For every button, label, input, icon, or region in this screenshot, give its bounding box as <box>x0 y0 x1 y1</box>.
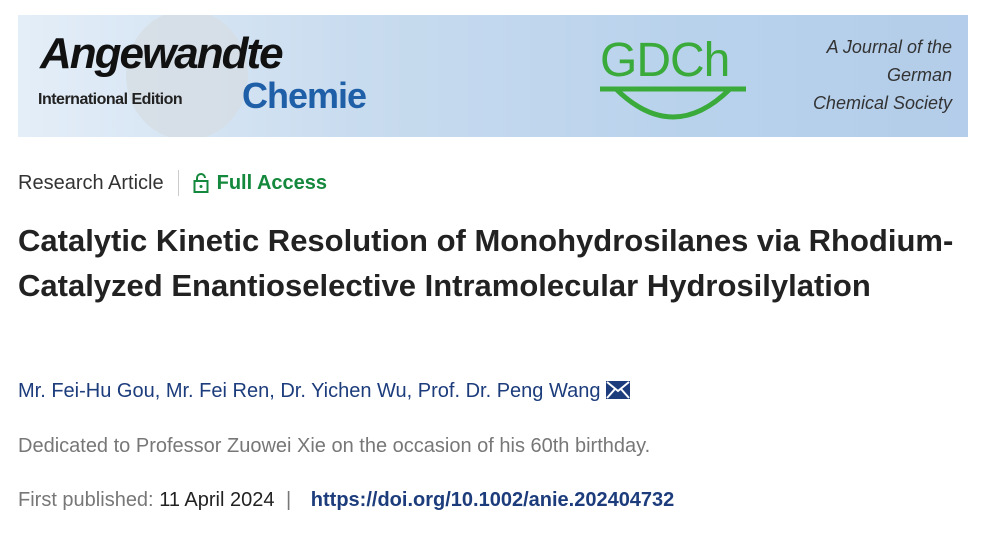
separator: , <box>154 380 166 402</box>
tagline-line: A Journal of the <box>826 37 952 57</box>
article-type: Research Article <box>18 171 164 194</box>
author-link[interactable]: Prof. Dr. Peng Wang <box>417 380 601 402</box>
published-label: First published: <box>18 489 154 511</box>
article-meta: Research Article Full Access <box>18 170 327 196</box>
author-link[interactable]: Mr. Fei-Hu Gou <box>18 380 155 402</box>
published-date: 11 April 2024 <box>159 489 275 511</box>
author-link[interactable]: Mr. Fei Ren <box>165 380 270 402</box>
separator: , <box>406 380 418 402</box>
separator: , <box>269 380 281 402</box>
unlock-icon <box>193 173 209 193</box>
journal-edition: International Edition <box>38 91 183 108</box>
journal-name: Angewandte <box>40 29 284 78</box>
article-title: Catalytic Kinetic Resolution of Monohydr… <box>18 223 954 303</box>
access-label: Full Access <box>216 171 328 194</box>
author-list: Mr. Fei-Hu Gou, Mr. Fei Ren, Dr. Yichen … <box>18 380 631 403</box>
gdch-logo: GDCh <box>600 34 730 87</box>
tagline-line: German <box>886 65 952 85</box>
email-icon[interactable] <box>606 381 631 399</box>
divider <box>177 170 179 196</box>
journal-banner[interactable]: Angewandte International Edition Chemie … <box>18 15 968 137</box>
banner-decoration <box>126 15 248 137</box>
separator: | <box>286 489 292 511</box>
society-tagline: A Journal of the German Chemical Society <box>813 33 952 117</box>
journal-subname: Chemie <box>242 75 367 116</box>
doi-link[interactable]: https://doi.org/10.1002/anie.202404732 <box>310 489 675 511</box>
author-link[interactable]: Dr. Yichen Wu <box>280 380 407 402</box>
tagline-line: Chemical Society <box>812 93 952 113</box>
access-badge: Full Access <box>193 172 327 195</box>
gdch-bowl-icon <box>600 86 746 120</box>
dedication: Dedicated to Professor Zuowei Xie on the… <box>18 435 651 457</box>
publication-info: First published: 11 April 2024 | https:/… <box>18 489 674 512</box>
